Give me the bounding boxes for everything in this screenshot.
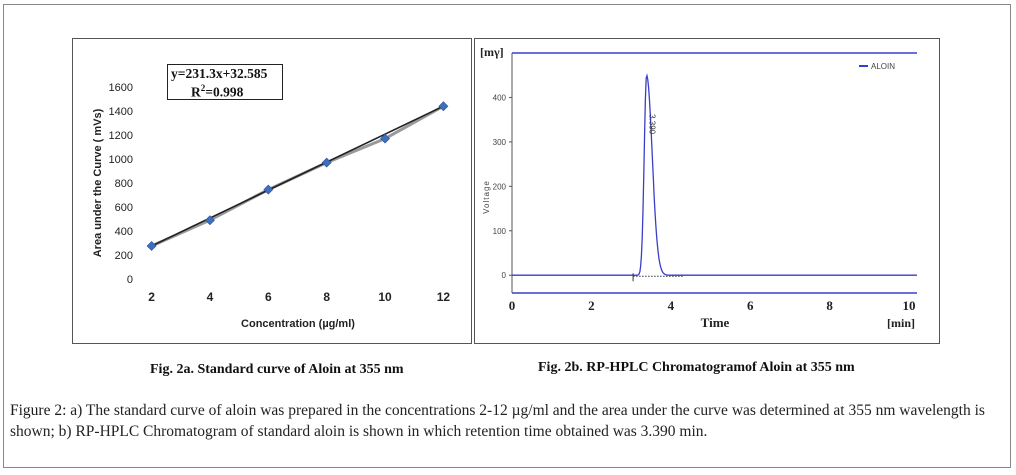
- y-axis-title: Voltage: [482, 180, 491, 214]
- data-point: [321, 157, 332, 168]
- chromatogram-panel: 0 100 200 300 400 [mγ] Voltage 0 2 4 6 8 10 Time [min]…: [474, 38, 940, 344]
- y-tick-label: 1200: [109, 130, 133, 142]
- figure-frame: [3, 4, 1011, 468]
- regression-equation: y=231.3x+32.585: [171, 66, 268, 81]
- caption-fig-2b: Fig. 2b. RP-HPLC Chromatogramof Aloin at…: [538, 360, 855, 375]
- y-tick-label: 0: [127, 274, 133, 286]
- x-tick-label: 8: [323, 290, 330, 304]
- r-squared: R2=0.998: [191, 83, 243, 101]
- y-tick-label: 600: [115, 202, 133, 214]
- x-tick-label: 10: [378, 290, 392, 304]
- x-tick-label: 0: [509, 298, 516, 313]
- y-tick-label: 1000: [109, 154, 133, 166]
- chromatogram-trace: [512, 73, 917, 276]
- y-tick-label: 300: [493, 138, 507, 147]
- x-axis-title: Time: [701, 315, 730, 330]
- y-tick-label: 400: [493, 93, 507, 102]
- r2-prefix: R: [191, 84, 201, 100]
- equation-box: y=231.3x+32.585 R2=0.998: [167, 64, 283, 100]
- caption-fig-2a: Fig. 2a. Standard curve of Aloin at 355 …: [150, 362, 404, 377]
- y-tick-label: 800: [115, 178, 133, 190]
- peak-label: 3.390: [648, 114, 657, 135]
- legend-label: ALOIN: [871, 62, 895, 71]
- x-tick-label: 2: [588, 298, 595, 313]
- x-tick-label: 4: [668, 298, 675, 313]
- y-tick-label: 400: [115, 226, 133, 238]
- r2-superscript: 2: [200, 83, 206, 93]
- data-point: [263, 184, 274, 195]
- y-tick-label: 100: [493, 227, 507, 236]
- x-tick-label: 2: [148, 290, 155, 304]
- y-unit-label: [mγ]: [480, 45, 504, 59]
- y-tick-label: 200: [115, 250, 133, 262]
- x-tick-label: 6: [265, 290, 272, 304]
- figure-caption: Figure 2: a) The standard curve of aloin…: [10, 400, 1006, 442]
- standard-curve-panel: 0 200 400 600 800 1000 1200 1400 1600 2 4 6 8 10 12 Con…: [72, 38, 472, 344]
- y-tick-label: 1400: [109, 106, 133, 118]
- figure-caption-text: a) The standard curve of aloin was prepa…: [10, 402, 985, 440]
- y-tick-label: 200: [493, 182, 507, 191]
- r2-value: =0.998: [205, 84, 244, 100]
- data-point: [146, 241, 157, 251]
- y-tick-label: 1600: [109, 82, 133, 94]
- y-axis-title: Area under the Curve ( mVs): [92, 108, 104, 257]
- figure-caption-label: Figure 2:: [10, 402, 67, 419]
- trendline: [151, 105, 444, 247]
- data-point: [380, 133, 390, 144]
- x-tick-label: 10: [903, 298, 916, 313]
- data-point: [438, 101, 449, 112]
- data-point: [205, 215, 215, 226]
- x-tick-label: 12: [437, 290, 451, 304]
- chromatogram-chart: 0 100 200 300 400 [mγ] Voltage 0 2 4 6 8 10 Time [min]…: [480, 45, 917, 330]
- x-tick-label: 4: [207, 290, 214, 304]
- standard-curve-chart: 0 200 400 600 800 1000 1200 1400 1600 2 4 6 8 10 12 Con…: [92, 82, 451, 330]
- x-tick-label: 6: [747, 298, 754, 313]
- x-axis-title: Concentration (µg/ml): [241, 318, 355, 330]
- x-tick-label: 8: [826, 298, 833, 313]
- x-unit-label: [min]: [887, 316, 915, 330]
- y-tick-label: 0: [502, 271, 507, 280]
